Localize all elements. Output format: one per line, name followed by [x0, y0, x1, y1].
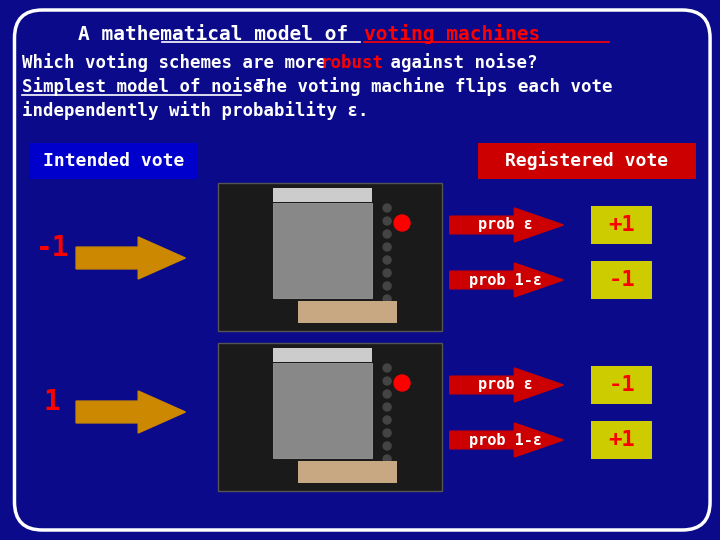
- Circle shape: [394, 215, 410, 231]
- Circle shape: [383, 204, 391, 212]
- Text: against noise?: against noise?: [380, 53, 538, 72]
- Circle shape: [383, 429, 391, 437]
- Text: prob 1-ε: prob 1-ε: [469, 273, 541, 287]
- Circle shape: [383, 295, 391, 303]
- FancyArrow shape: [450, 423, 563, 457]
- FancyArrow shape: [76, 237, 185, 279]
- FancyArrow shape: [450, 368, 563, 402]
- Circle shape: [383, 243, 391, 251]
- Circle shape: [383, 256, 391, 264]
- FancyBboxPatch shape: [591, 366, 652, 404]
- Circle shape: [383, 269, 391, 277]
- Text: -1: -1: [608, 375, 635, 395]
- Circle shape: [383, 390, 391, 398]
- FancyBboxPatch shape: [14, 10, 710, 530]
- Circle shape: [383, 282, 391, 290]
- FancyBboxPatch shape: [273, 348, 372, 362]
- Text: prob ε: prob ε: [478, 377, 533, 393]
- FancyArrow shape: [450, 263, 563, 297]
- FancyBboxPatch shape: [297, 461, 397, 483]
- Text: The voting machine flips each vote: The voting machine flips each vote: [245, 78, 613, 97]
- FancyBboxPatch shape: [218, 343, 442, 491]
- FancyArrow shape: [450, 208, 563, 242]
- Text: Intended vote: Intended vote: [43, 152, 184, 170]
- FancyBboxPatch shape: [30, 143, 198, 179]
- Text: -1: -1: [35, 234, 69, 262]
- FancyBboxPatch shape: [273, 203, 372, 298]
- Text: robust: robust: [320, 54, 384, 72]
- Circle shape: [383, 442, 391, 450]
- FancyBboxPatch shape: [477, 143, 696, 179]
- Circle shape: [394, 375, 410, 391]
- FancyBboxPatch shape: [273, 188, 372, 202]
- FancyArrow shape: [76, 391, 185, 433]
- Text: Simplest model of noise:: Simplest model of noise:: [22, 78, 274, 97]
- FancyBboxPatch shape: [591, 206, 652, 244]
- Text: +1: +1: [608, 430, 635, 450]
- Text: -1: -1: [608, 270, 635, 290]
- Text: prob ε: prob ε: [478, 218, 533, 233]
- Circle shape: [383, 217, 391, 225]
- Circle shape: [383, 377, 391, 385]
- Circle shape: [383, 364, 391, 372]
- Circle shape: [383, 416, 391, 424]
- FancyBboxPatch shape: [273, 363, 372, 458]
- Text: 1: 1: [44, 388, 60, 416]
- FancyBboxPatch shape: [218, 183, 442, 331]
- FancyBboxPatch shape: [591, 261, 652, 299]
- Text: +1: +1: [608, 215, 635, 235]
- Circle shape: [383, 403, 391, 411]
- Text: prob 1-ε: prob 1-ε: [469, 433, 541, 448]
- Circle shape: [383, 455, 391, 463]
- Text: Which voting schemes are more: Which voting schemes are more: [22, 53, 338, 72]
- Circle shape: [383, 230, 391, 238]
- Text: Registered vote: Registered vote: [505, 152, 668, 171]
- Text: independently with probability ε.: independently with probability ε.: [22, 102, 369, 120]
- Text: voting machines: voting machines: [364, 24, 541, 44]
- FancyBboxPatch shape: [297, 301, 397, 323]
- FancyBboxPatch shape: [591, 421, 652, 459]
- Text: A mathematical model of: A mathematical model of: [78, 24, 360, 44]
